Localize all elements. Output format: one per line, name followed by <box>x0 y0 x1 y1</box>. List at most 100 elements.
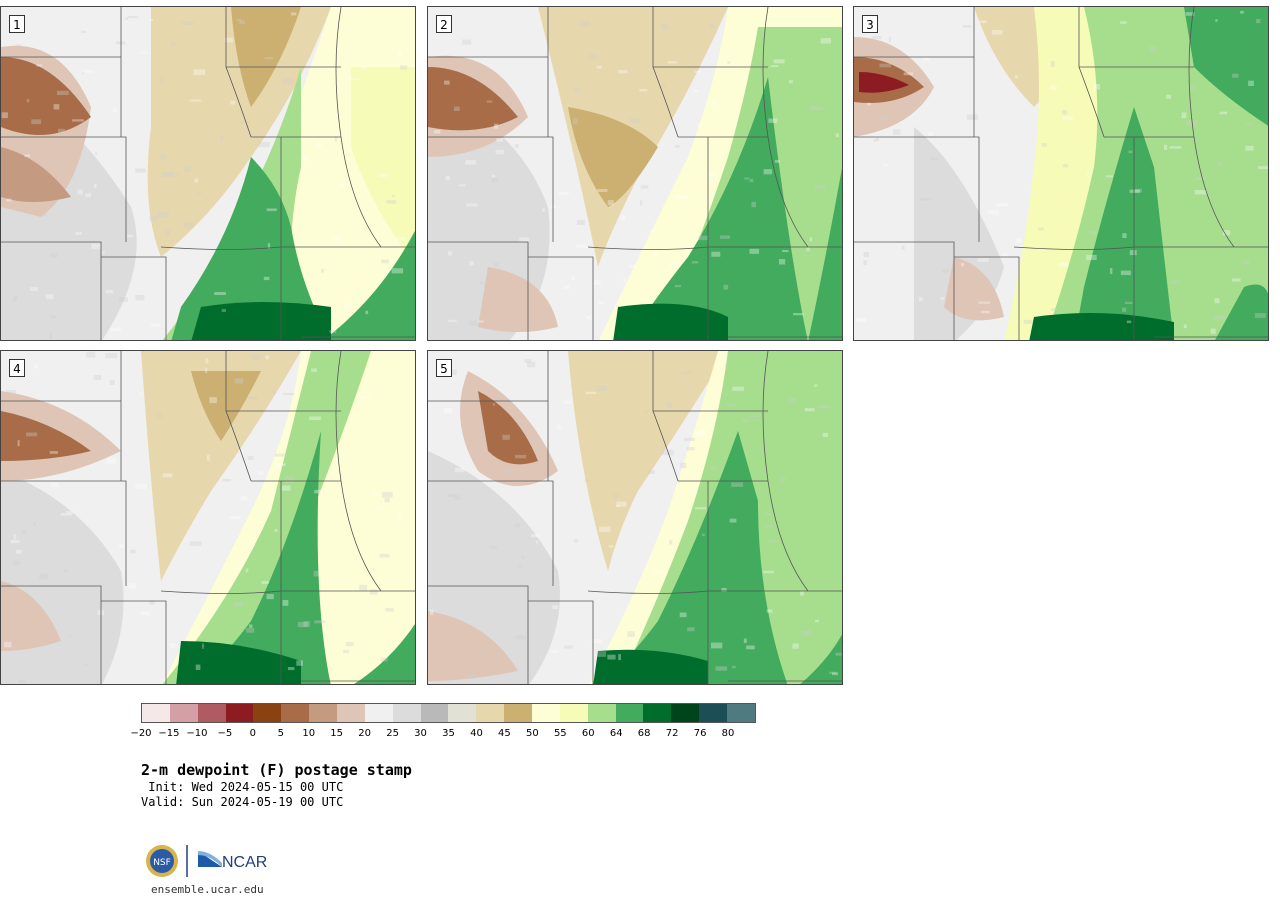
field-speckle <box>609 545 614 548</box>
dewpoint-colorbar <box>141 703 756 723</box>
field-speckle <box>627 631 635 637</box>
field-speckle <box>282 393 295 396</box>
field-speckle <box>596 651 607 657</box>
field-speckle <box>822 432 828 437</box>
colorbar-swatch <box>337 704 365 722</box>
colorbar-swatch <box>364 704 393 722</box>
field-speckle <box>1232 73 1239 78</box>
field-speckle <box>369 589 378 595</box>
colorbar-swatch <box>643 704 672 722</box>
dewpoint-map-1 <box>1 7 415 340</box>
field-speckle <box>287 667 295 671</box>
field-speckle <box>1049 85 1058 90</box>
field-speckle <box>376 506 384 510</box>
field-speckle <box>149 215 158 221</box>
field-speckle <box>773 59 785 64</box>
field-speckle <box>263 276 270 281</box>
field-speckle <box>732 386 744 391</box>
field-speckle <box>282 78 294 85</box>
field-speckle <box>514 143 519 149</box>
dewpoint-region <box>1 581 61 651</box>
field-speckle <box>1128 150 1133 154</box>
field-speckle <box>129 549 136 554</box>
field-speckle <box>563 285 570 289</box>
state-boundary <box>428 136 554 242</box>
field-speckle <box>93 375 102 380</box>
field-speckle <box>980 310 990 314</box>
dewpoint-region <box>800 634 842 684</box>
dewpoint-region <box>176 641 301 684</box>
field-speckle <box>17 440 20 447</box>
field-speckle <box>674 285 682 288</box>
field-speckle <box>87 452 91 458</box>
colorbar-swatch <box>392 704 421 722</box>
field-speckle <box>469 320 480 326</box>
colorbar-tick-label: 76 <box>693 728 707 739</box>
field-speckle <box>386 200 397 204</box>
field-speckle <box>644 411 648 414</box>
state-boundary <box>1 585 102 684</box>
field-speckle <box>764 524 772 528</box>
init-time: Init: Wed 2024-05-15 00 UTC <box>141 780 344 794</box>
field-speckle <box>157 211 169 218</box>
field-speckle <box>1062 164 1069 168</box>
field-speckle <box>334 136 338 142</box>
field-speckle <box>518 564 522 568</box>
field-speckle <box>95 151 98 155</box>
field-speckle <box>1256 19 1261 24</box>
dewpoint-map-panel-1: 1 <box>0 6 416 341</box>
state-boundary <box>587 246 709 250</box>
field-speckle <box>15 44 22 48</box>
dewpoint-region <box>191 302 331 340</box>
field-speckle <box>515 454 527 459</box>
dewpoint-map-3 <box>854 7 1268 340</box>
field-speckle <box>209 397 217 404</box>
field-speckle <box>194 178 199 183</box>
field-speckle <box>205 358 209 364</box>
field-speckle <box>84 664 88 667</box>
colorbar-tick-label: 60 <box>581 728 595 739</box>
colorbar-swatch <box>169 704 198 722</box>
plot-title: 2-m dewpoint (F) postage stamp <box>141 761 412 779</box>
colorbar-swatch <box>309 704 338 722</box>
field-speckle <box>1195 177 1205 181</box>
field-speckle <box>382 492 393 498</box>
dewpoint-region <box>141 351 301 581</box>
field-speckle <box>647 470 655 474</box>
field-speckle <box>77 189 83 195</box>
colorbar-swatch <box>504 704 533 722</box>
field-speckle <box>721 587 727 592</box>
field-speckle <box>272 390 276 395</box>
dewpoint-region <box>147 7 331 257</box>
colorbar-swatch <box>225 704 254 722</box>
field-speckle <box>169 643 176 649</box>
field-speckle <box>574 87 580 93</box>
field-speckle <box>780 476 786 482</box>
field-speckle <box>741 419 750 423</box>
field-speckle <box>205 368 208 374</box>
field-speckle <box>863 260 867 266</box>
field-speckle <box>620 215 625 221</box>
field-speckle <box>167 173 179 176</box>
field-speckle <box>940 296 945 300</box>
field-speckle <box>987 209 1000 215</box>
field-speckle <box>50 315 57 319</box>
field-speckle <box>640 200 643 206</box>
field-speckle <box>266 208 277 212</box>
field-speckle <box>391 268 404 274</box>
field-speckle <box>766 609 773 613</box>
field-speckle <box>13 534 16 540</box>
field-speckle <box>491 174 496 178</box>
field-speckle <box>962 25 972 28</box>
field-speckle <box>639 89 648 92</box>
field-speckle <box>571 275 575 281</box>
field-speckle <box>524 359 532 363</box>
field-speckle <box>274 529 278 532</box>
colorbar-tick-label: −5 <box>217 728 233 739</box>
field-speckle <box>491 178 498 182</box>
field-speckle <box>489 546 498 549</box>
dewpoint-region <box>859 72 909 93</box>
field-speckle <box>443 407 452 414</box>
field-speckle <box>119 544 125 548</box>
field-speckle <box>453 495 460 500</box>
